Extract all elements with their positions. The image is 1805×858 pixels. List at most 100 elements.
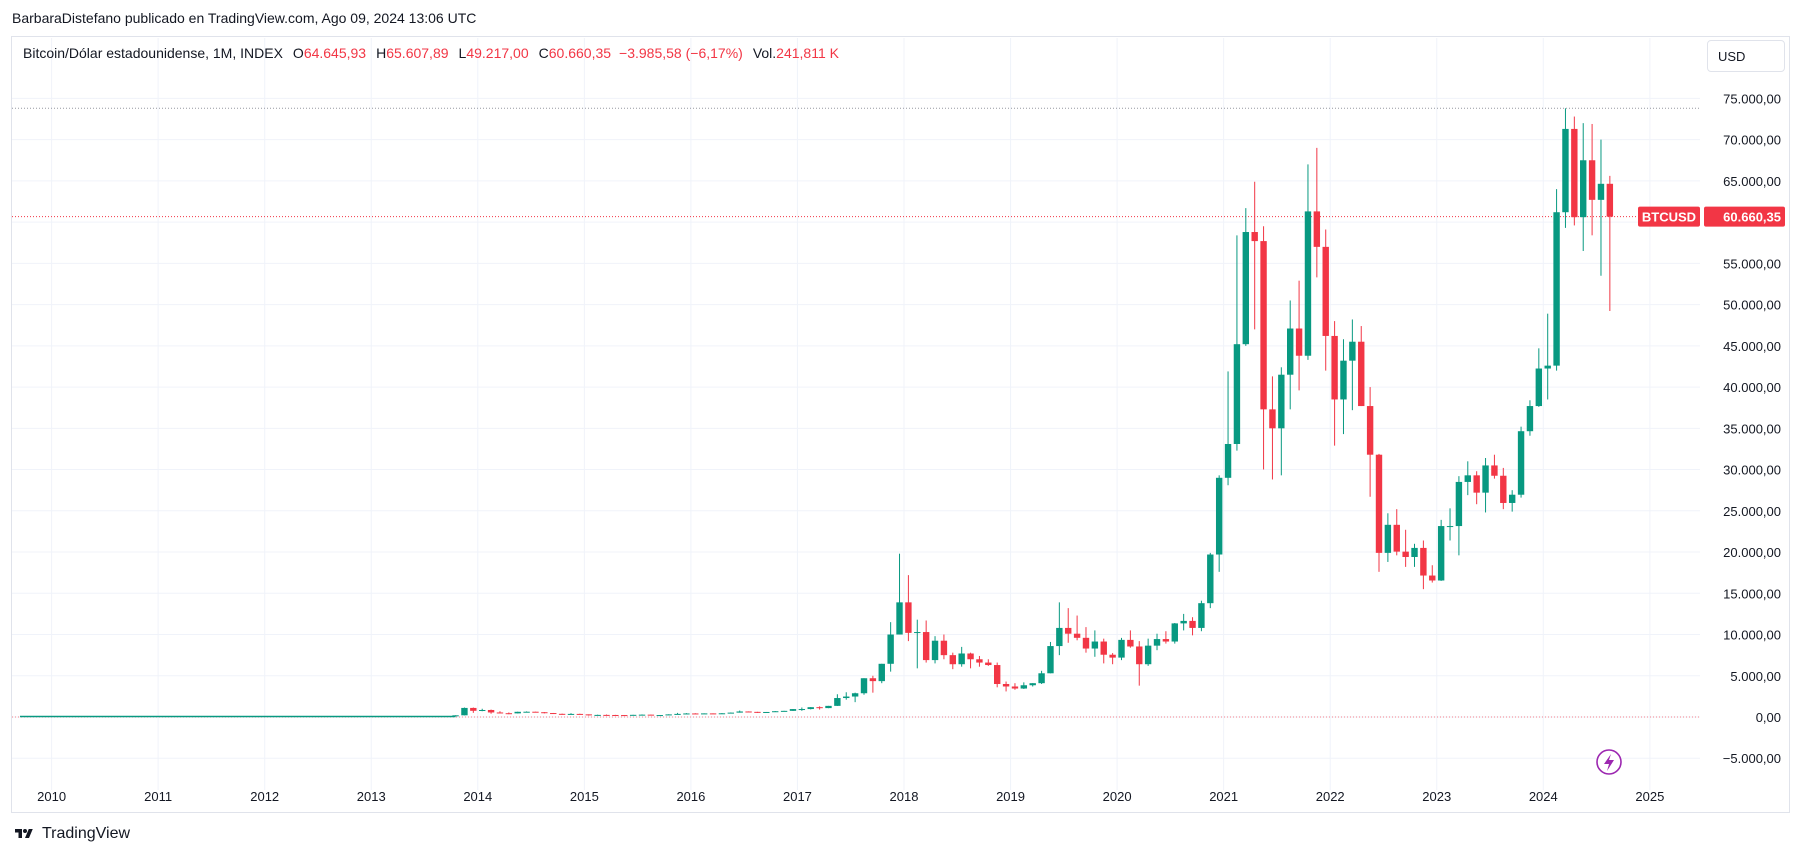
candle [1411, 543, 1418, 567]
candle-body [638, 714, 646, 716]
candle [931, 636, 939, 664]
x-tick-label: 2012 [250, 789, 279, 804]
candle [1366, 387, 1374, 497]
candle [869, 675, 877, 693]
candle-body [967, 653, 974, 660]
candle [621, 714, 628, 717]
candle [603, 714, 610, 716]
candle [1384, 513, 1392, 562]
footer-brand[interactable]: TradingView [12, 825, 130, 843]
candle-body [1118, 639, 1125, 658]
candle [985, 659, 992, 666]
candle [1544, 313, 1551, 400]
candle-body [665, 714, 672, 716]
candle-body [1331, 335, 1338, 400]
footer-brand-name: TradingView [42, 825, 131, 842]
candle-body [816, 707, 823, 709]
x-tick-label: 2025 [1635, 789, 1664, 804]
candle [1508, 490, 1516, 512]
candle [1331, 321, 1338, 446]
candle [523, 711, 530, 713]
ohlc-legend: Bitcoin/Dólar estadounidense, 1M, INDEX … [23, 45, 839, 61]
candle [594, 714, 601, 716]
candle-body [1393, 524, 1400, 552]
x-tick-label: 2022 [1316, 789, 1345, 804]
legend-low: 49.217,00 [466, 45, 529, 61]
candle-body [1287, 328, 1294, 375]
candle-body [647, 714, 655, 716]
legend-symbol[interactable]: Bitcoin/Dólar estadounidense, 1M, INDEX [23, 45, 283, 61]
candle [905, 575, 912, 642]
candle-body [1384, 524, 1392, 553]
legend-close-label: C [538, 45, 549, 61]
candle [1020, 682, 1028, 689]
candle-body [1171, 623, 1178, 642]
candle-body [843, 696, 850, 699]
candle [1526, 400, 1534, 436]
legend-change: −3.985,58 (−6,17%) [619, 45, 743, 61]
candle-body [1029, 683, 1036, 686]
candle-body [869, 678, 877, 682]
candle-body [674, 713, 681, 715]
candle [1162, 631, 1170, 644]
candle [1313, 147, 1321, 278]
candle-body [1322, 246, 1329, 336]
ticker-tag-label: BTCUSD [1642, 210, 1696, 225]
candle-body [745, 711, 752, 713]
candle-body [621, 715, 628, 717]
candle-body [1065, 627, 1072, 634]
candle-body [1597, 183, 1605, 200]
candle-body [1251, 232, 1258, 242]
candle-body [1437, 526, 1445, 581]
y-tick-label: 65.000,00 [1723, 174, 1781, 189]
candle [709, 713, 717, 715]
candle-body [1446, 526, 1454, 528]
candle-body [1144, 645, 1152, 665]
candle-body [1526, 406, 1534, 432]
candle-body [1242, 232, 1250, 345]
candle [1073, 615, 1081, 641]
candle [896, 553, 903, 635]
candle-body [718, 713, 726, 715]
candle [1144, 638, 1152, 666]
x-tick-label: 2015 [570, 789, 599, 804]
candle [665, 714, 672, 716]
candle-body [1127, 639, 1134, 647]
candle-body [1109, 654, 1116, 658]
candle-body [1588, 160, 1596, 200]
currency-button[interactable]: USD [1707, 40, 1785, 72]
candle-body [1375, 454, 1383, 553]
y-tick-label: 20.000,00 [1723, 545, 1781, 560]
candle [1606, 175, 1614, 312]
candle [834, 694, 841, 706]
candle [1002, 681, 1010, 692]
candle [816, 706, 823, 710]
candle-body [656, 715, 663, 717]
legend-vol-label: Vol. [752, 45, 777, 61]
candle-body [1233, 344, 1241, 444]
candle-body [1002, 684, 1010, 687]
candle [647, 714, 655, 716]
candle [1207, 552, 1214, 609]
candle-body [1553, 212, 1560, 366]
lightning-icon[interactable] [1596, 749, 1622, 775]
candle-body [1508, 494, 1516, 503]
candle-body [1429, 575, 1436, 581]
legend-low-label: L [458, 45, 467, 61]
candle-body [1535, 368, 1543, 407]
ticker-tag [1638, 206, 1700, 227]
candle-body [550, 713, 557, 715]
candle [1473, 471, 1480, 505]
candle-body [1517, 431, 1525, 495]
candle [1287, 300, 1294, 410]
x-tick-label: 2021 [1209, 789, 1238, 804]
candle-body [993, 665, 1001, 685]
candle [683, 713, 690, 715]
last-price-tag-value: 60.660,35 [1723, 210, 1781, 225]
candle [1011, 683, 1019, 690]
candle [1189, 617, 1196, 636]
candle [878, 663, 885, 684]
candle-body [709, 713, 717, 715]
candle-body [1038, 673, 1045, 684]
